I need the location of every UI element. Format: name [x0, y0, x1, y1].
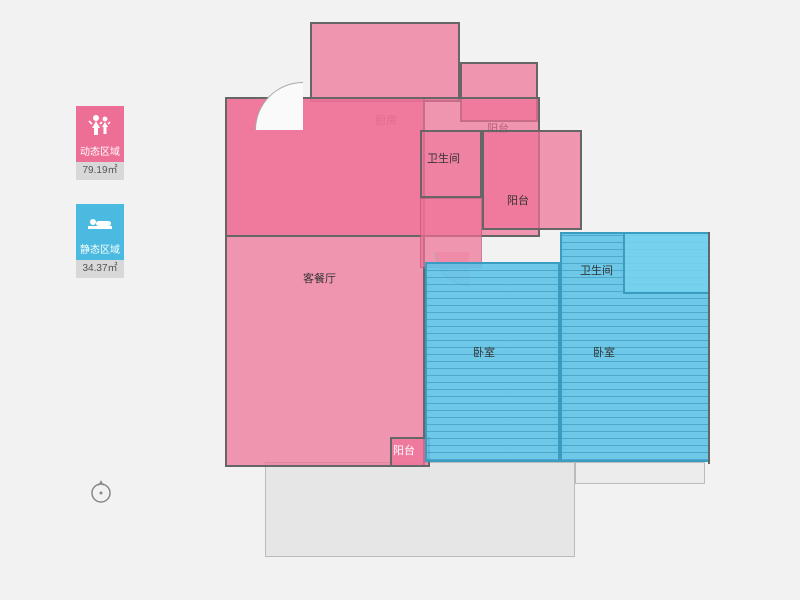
floor-extension-right [575, 462, 705, 484]
room-bedroom1 [425, 262, 560, 462]
room-bath2 [623, 232, 710, 294]
frame-right [708, 232, 710, 464]
label-living: 客餐厅 [303, 270, 336, 286]
legend-panel: 动态区域 79.19㎡ 静态区域 34.37㎡ [76, 106, 124, 302]
label-balcony2: 阳台 [507, 192, 529, 208]
room-balcony2 [482, 130, 582, 230]
label-bedroom2: 卧室 [593, 344, 615, 360]
floorplan: 阳台 厨房 卫生间 阳台 客餐厅 阳台 卧室 卧室 卫生间 [225, 22, 725, 572]
label-balcony3: 阳台 [393, 442, 415, 458]
label-bath1: 卫生间 [427, 150, 460, 166]
door-arc-entry [255, 82, 303, 130]
legend-static-label: 静态区域 [76, 242, 124, 260]
sleep-icon [76, 204, 124, 242]
room-kitchen-upper [310, 22, 460, 102]
legend-dynamic: 动态区域 79.19㎡ [76, 106, 124, 180]
floor-extension [265, 462, 575, 557]
legend-dynamic-value: 79.19㎡ [76, 162, 124, 180]
label-bedroom1: 卧室 [473, 344, 495, 360]
legend-dynamic-label: 动态区域 [76, 144, 124, 162]
frame-bottom [225, 465, 425, 467]
legend-static-value: 34.37㎡ [76, 260, 124, 278]
legend-static: 静态区域 34.37㎡ [76, 204, 124, 278]
people-icon [76, 106, 124, 144]
frame-left [225, 97, 227, 467]
compass-icon [88, 478, 114, 504]
label-bath2: 卫生间 [580, 262, 613, 278]
